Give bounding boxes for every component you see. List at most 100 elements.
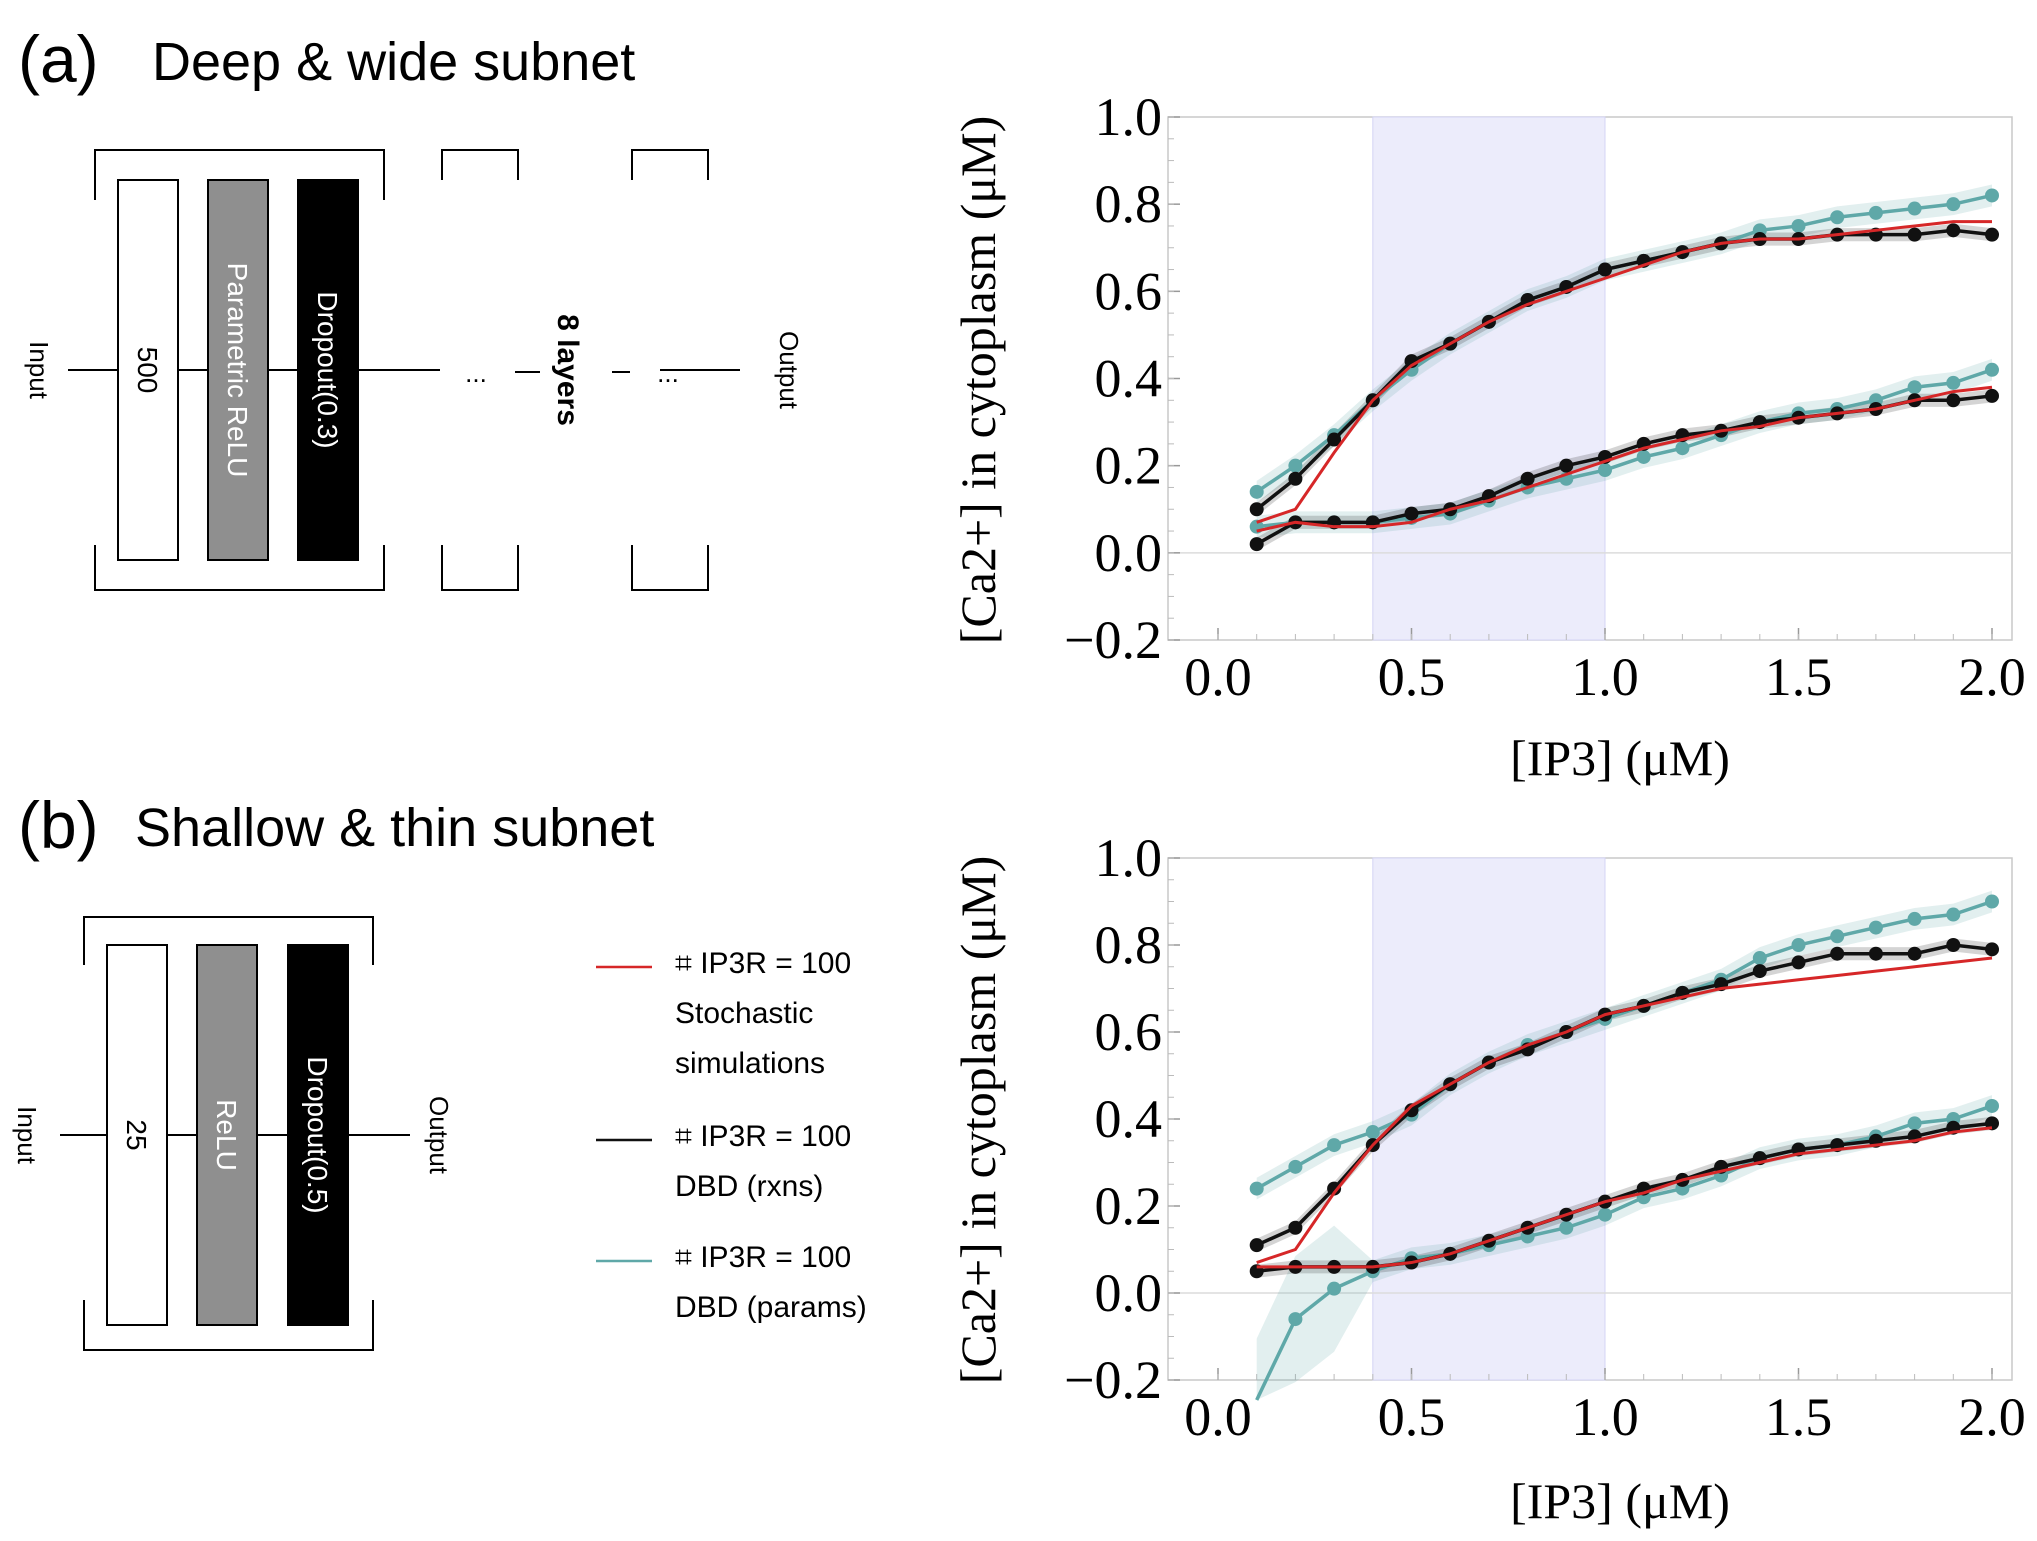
data-point-rxns-upper xyxy=(1868,946,1883,961)
data-point-params-lower xyxy=(1907,380,1922,395)
legend-label-stochastic-1: ⌗ IP3R = 100 xyxy=(675,947,851,980)
panel-b-dropout-layer xyxy=(287,944,349,1326)
data-point-params-upper xyxy=(1752,951,1767,966)
legend-item-params: ⌗ IP3R = 100 DBD (params) xyxy=(596,1241,867,1324)
panel-b-label: (b) xyxy=(18,788,99,862)
panel-b-output-label: Output xyxy=(424,1096,454,1175)
y-axis-label: [Ca2+] in cytoplasm (μM) xyxy=(950,116,1006,645)
data-point-params-lower xyxy=(1288,1312,1303,1327)
data-point-rxns-upper xyxy=(1791,955,1806,970)
data-point-rxns-upper xyxy=(1907,227,1922,242)
y-tick-label: 0.6 xyxy=(1095,261,1163,321)
panel-a-repeat-bracket-bottom-2 xyxy=(631,545,709,591)
panel-a-input-label: Input xyxy=(24,341,54,400)
y-tick-label: 1.0 xyxy=(1095,828,1163,888)
data-point-params-upper xyxy=(1830,210,1845,225)
data-point-rxns-upper xyxy=(1249,1238,1264,1253)
panel-b-title: Shallow & thin subnet xyxy=(135,798,654,858)
data-point-rxns-upper xyxy=(1946,938,1961,952)
data-point-rxns-upper xyxy=(1830,946,1845,961)
data-point-params-lower xyxy=(1675,441,1690,456)
x-tick-label: 1.5 xyxy=(1765,647,1833,707)
data-point-params-lower xyxy=(1598,463,1612,478)
data-point-params-lower xyxy=(1327,1281,1342,1296)
panel-a-dense-label: 500 xyxy=(132,347,163,394)
data-point-params-upper xyxy=(1249,1181,1264,1196)
data-point-params-lower xyxy=(1985,1098,1999,1113)
x-tick-label: 2.0 xyxy=(1958,647,2026,707)
data-point-rxns-upper xyxy=(1327,432,1342,447)
data-point-params-upper xyxy=(1830,929,1845,944)
data-point-params-upper xyxy=(1946,197,1961,212)
x-tick-label: 2.0 xyxy=(1958,1387,2026,1447)
legend-label-stochastic-2: Stochastic xyxy=(675,997,813,1030)
series-line-stochastic-upper xyxy=(1256,956,1993,1264)
y-tick-label: 0.6 xyxy=(1095,1002,1163,1062)
data-point-params-lower xyxy=(1598,1207,1612,1222)
series-line-stochastic-upper xyxy=(1256,220,1992,524)
data-point-params-upper xyxy=(1791,938,1806,952)
panel-a-title: Deep & wide subnet xyxy=(152,32,635,92)
data-point-rxns-lower xyxy=(1946,393,1961,408)
data-point-rxns-lower xyxy=(1404,506,1419,521)
legend-label-rxns-1: ⌗ IP3R = 100 xyxy=(675,1120,851,1153)
panel-a-ellipsis-1: ... xyxy=(465,358,487,388)
legend-item-rxns: ⌗ IP3R = 100 DBD (rxns) xyxy=(596,1120,851,1203)
data-point-rxns-upper xyxy=(1752,964,1767,979)
panel-a-bracket-bottom xyxy=(94,545,385,591)
panel-a-repeat-bracket-top-1 xyxy=(441,149,519,180)
data-point-params-upper xyxy=(1985,894,1999,909)
data-point-params-lower xyxy=(1985,362,1999,377)
panel-a-ellipsis-2: ... xyxy=(657,358,679,388)
data-point-rxns-lower xyxy=(1249,537,1264,552)
legend-label-stochastic-3: simulations xyxy=(675,1047,825,1080)
data-point-params-upper xyxy=(1907,201,1922,216)
series-band-params-lower xyxy=(1256,358,1992,538)
data-point-params-upper xyxy=(1946,907,1961,922)
panel-a-repeat-label: 8 layers xyxy=(551,314,584,426)
panel-a-bracket-top xyxy=(94,149,385,200)
panel-a-dense-layer xyxy=(117,179,179,561)
data-point-params-upper xyxy=(1288,1159,1303,1174)
data-point-rxns-upper xyxy=(1985,227,1999,242)
legend-label-params-1: ⌗ IP3R = 100 xyxy=(675,1241,851,1274)
y-tick-label: 0.8 xyxy=(1095,915,1163,975)
y-tick-label: −0.2 xyxy=(1064,610,1162,670)
x-tick-label: 1.0 xyxy=(1571,647,1639,707)
x-tick-label: 1.5 xyxy=(1765,1387,1833,1447)
panel-a-dropout-label: Dropout(0.3) xyxy=(312,291,343,448)
x-tick-label: 1.0 xyxy=(1571,1387,1639,1447)
data-point-rxns-lower xyxy=(1985,388,1999,403)
panel-b-bracket-bottom xyxy=(83,1300,374,1351)
data-point-rxns-lower xyxy=(1559,458,1574,473)
panel-a-dropout-layer xyxy=(297,179,359,561)
panel-b-diagram: (b) Shallow & thin subnet 25 ReLU Dropou… xyxy=(12,788,654,1351)
data-point-rxns-upper xyxy=(1907,946,1922,961)
y-tick-label: 1.0 xyxy=(1095,87,1163,147)
data-point-params-upper xyxy=(1327,1138,1342,1153)
series-line-stochastic-lower xyxy=(1256,1126,1993,1269)
data-point-rxns-upper xyxy=(1249,502,1264,517)
data-point-rxns-upper xyxy=(1404,1103,1419,1118)
panel-a-activation-layer xyxy=(207,179,269,561)
y-tick-label: 0.2 xyxy=(1095,1176,1163,1236)
panel-a-output-label: Output xyxy=(774,331,804,410)
data-point-params-upper xyxy=(1288,458,1303,473)
panel-b-input-label: Input xyxy=(12,1106,42,1165)
y-tick-label: −0.2 xyxy=(1064,1350,1162,1410)
data-point-params-upper xyxy=(1365,1125,1380,1140)
y-tick-label: 0.0 xyxy=(1095,1263,1163,1323)
data-point-rxns-upper xyxy=(1946,223,1961,238)
x-axis-label: [IP3] (μM) xyxy=(1510,730,1730,786)
data-point-rxns-upper xyxy=(1598,262,1612,277)
legend-item-stochastic: ⌗ IP3R = 100 Stochastic simulations xyxy=(596,947,851,1080)
series-line-stochastic-lower xyxy=(1256,385,1993,533)
data-point-params-upper xyxy=(1907,911,1922,926)
panel-b-dense-label: 25 xyxy=(121,1119,152,1150)
panel-a-label: (a) xyxy=(18,22,99,96)
panel-b-dense-layer xyxy=(106,944,168,1326)
x-axis-label: [IP3] (μM) xyxy=(1510,1473,1730,1529)
panel-b-activation-layer xyxy=(196,944,258,1326)
data-point-rxns-upper xyxy=(1288,471,1303,486)
x-tick-label: 0.0 xyxy=(1184,1387,1252,1447)
